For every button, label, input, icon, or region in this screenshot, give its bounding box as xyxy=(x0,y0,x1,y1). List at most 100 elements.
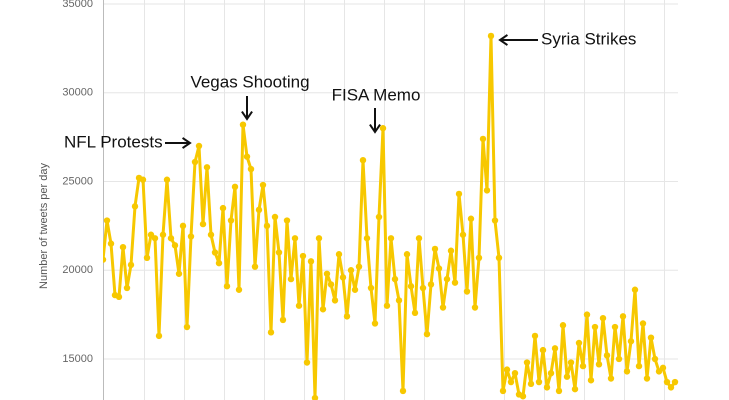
data-point xyxy=(623,368,631,375)
data-point xyxy=(463,288,471,295)
data-point xyxy=(639,320,647,327)
data-point xyxy=(343,313,351,320)
data-point xyxy=(607,375,615,382)
data-point xyxy=(435,265,443,272)
data-point xyxy=(139,176,147,183)
data-point xyxy=(379,125,387,132)
data-point xyxy=(559,322,567,329)
data-point xyxy=(663,378,671,386)
data-point xyxy=(259,181,267,189)
data-point xyxy=(391,275,399,283)
data-point xyxy=(255,206,263,214)
data-point xyxy=(279,316,287,324)
data-point xyxy=(207,231,215,238)
data-point xyxy=(331,297,339,304)
data-point xyxy=(239,121,247,128)
arrow-head xyxy=(182,137,192,149)
data-point xyxy=(183,323,191,331)
data-point xyxy=(451,279,459,286)
data-point xyxy=(587,377,595,384)
data-point xyxy=(359,156,367,164)
data-point xyxy=(227,217,235,224)
data-point xyxy=(439,304,447,311)
data-point xyxy=(119,243,127,251)
data-point xyxy=(315,235,323,242)
data-point xyxy=(423,330,431,338)
data-point xyxy=(223,283,231,290)
data-point xyxy=(459,231,467,238)
data-point xyxy=(651,355,659,363)
data-point xyxy=(371,320,379,327)
data-point xyxy=(591,323,599,331)
data-point xyxy=(631,286,639,293)
data-point xyxy=(179,222,187,230)
data-point xyxy=(251,263,259,270)
data-point xyxy=(351,286,359,293)
data-point xyxy=(635,362,643,370)
data-point xyxy=(527,380,535,388)
data-point xyxy=(563,373,571,380)
y-tick-label: 30000 xyxy=(62,87,93,99)
data-point xyxy=(519,393,527,400)
data-point xyxy=(319,306,327,313)
data-point xyxy=(339,274,347,281)
y-tick-label: 35000 xyxy=(62,0,93,10)
y-tick-label: 25000 xyxy=(62,175,93,187)
data-point xyxy=(491,217,499,224)
data-point xyxy=(175,270,183,277)
data-point xyxy=(323,270,331,277)
data-point xyxy=(659,364,667,372)
data-point xyxy=(291,235,299,242)
data-point xyxy=(231,183,239,191)
data-point xyxy=(647,334,655,341)
data-point xyxy=(599,314,607,322)
annotations: NFL Protests Vegas Shooting FISA Memo Syria… xyxy=(64,29,636,151)
data-point xyxy=(163,176,171,183)
data-point xyxy=(575,339,583,347)
data-point xyxy=(267,329,275,336)
data-point xyxy=(203,164,211,171)
data-point xyxy=(531,332,539,340)
data-point xyxy=(495,254,503,262)
data-point xyxy=(283,217,291,224)
y-tick-label: 20000 xyxy=(62,264,93,276)
data-point xyxy=(579,362,587,370)
data-point xyxy=(127,261,135,269)
data-point xyxy=(395,297,403,304)
data-point xyxy=(195,142,203,150)
data-point xyxy=(211,249,219,256)
data-point xyxy=(167,235,175,242)
data-point xyxy=(335,251,343,258)
data-point xyxy=(471,304,479,311)
y-axis-label: Number of tweets per day xyxy=(38,163,50,289)
data-point xyxy=(447,247,455,254)
data-point xyxy=(551,345,559,352)
data-point xyxy=(151,235,159,242)
data-point xyxy=(403,251,411,258)
data-point xyxy=(347,267,355,274)
data-point xyxy=(123,284,131,292)
data-point xyxy=(131,203,139,210)
data-point xyxy=(235,286,243,293)
annotation-arrow xyxy=(165,137,192,149)
data-point xyxy=(507,378,515,386)
annotation-label: NFL Protests xyxy=(64,132,163,151)
data-point xyxy=(487,32,495,40)
data-point xyxy=(107,240,115,247)
data-point xyxy=(311,394,319,400)
data-point xyxy=(399,387,407,395)
data-point xyxy=(443,275,451,283)
data-point xyxy=(303,359,311,366)
data-point xyxy=(299,252,307,260)
data-point xyxy=(571,385,579,393)
data-point xyxy=(595,361,603,368)
annotation-arrow xyxy=(498,34,538,46)
data-point xyxy=(295,302,303,309)
data-point xyxy=(543,384,551,391)
arrow-head xyxy=(241,111,253,121)
data-point xyxy=(199,220,207,228)
data-point xyxy=(275,249,283,256)
data-point xyxy=(187,233,195,240)
data-point xyxy=(455,190,463,198)
